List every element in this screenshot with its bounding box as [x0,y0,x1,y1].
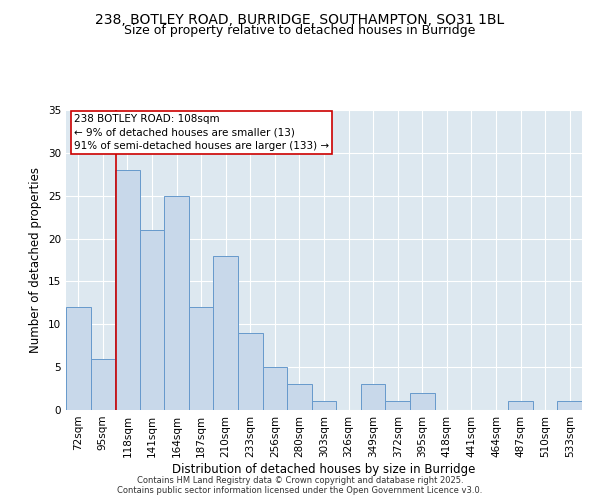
Text: Size of property relative to detached houses in Burridge: Size of property relative to detached ho… [124,24,476,37]
Text: 238 BOTLEY ROAD: 108sqm
← 9% of detached houses are smaller (13)
91% of semi-det: 238 BOTLEY ROAD: 108sqm ← 9% of detached… [74,114,329,151]
Bar [66,307,91,410]
Bar [385,402,410,410]
Bar [508,402,533,410]
Text: 238, BOTLEY ROAD, BURRIDGE, SOUTHAMPTON, SO31 1BL: 238, BOTLEY ROAD, BURRIDGE, SOUTHAMPTON,… [95,12,505,26]
Bar [287,384,312,410]
Text: Contains public sector information licensed under the Open Government Licence v3: Contains public sector information licen… [118,486,482,495]
Bar [91,358,115,410]
Bar [115,170,140,410]
Bar [164,196,189,410]
Bar [189,307,214,410]
Bar [361,384,385,410]
Bar [214,256,238,410]
X-axis label: Distribution of detached houses by size in Burridge: Distribution of detached houses by size … [172,462,476,475]
Bar [238,333,263,410]
Bar [312,402,336,410]
Y-axis label: Number of detached properties: Number of detached properties [29,167,43,353]
Bar [557,402,582,410]
Text: Contains HM Land Registry data © Crown copyright and database right 2025.: Contains HM Land Registry data © Crown c… [137,476,463,485]
Bar [140,230,164,410]
Bar [410,393,434,410]
Bar [263,367,287,410]
